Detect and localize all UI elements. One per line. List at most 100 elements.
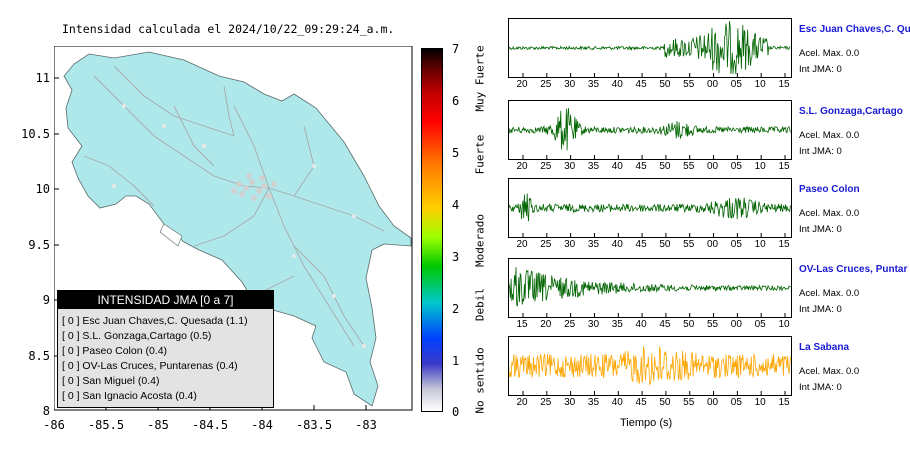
station-acel-max: Acel. Max. 0.0 [799,48,860,59]
lat-tick-9-5: 9.5 [28,238,50,252]
x-tick-label: 35 [587,397,600,408]
lat-tick-9: 9 [42,293,50,307]
x-tick-label: 50 [659,239,671,250]
x-tick-label: 05 [730,79,742,90]
x-tick-label: 35 [587,239,600,250]
legend-title: INTENSIDAD JMA [0 a 7] [58,291,273,309]
x-tick-label: 05 [754,319,766,330]
x-tick-label: 30 [564,397,576,408]
station-acel-max: Acel. Max. 0.0 [799,366,860,377]
x-tick-label: 55 [683,79,695,90]
station-name: La Sabana [799,342,850,353]
x-tick-label: 10 [754,79,766,90]
x-tick-label: 45 [635,161,647,172]
legend-row: [ 0 ] Esc Juan Chaves,C. Quesada (1.1) [62,315,248,327]
colorbar-cat-muy-fuerte: Muy Fuerte [473,45,487,112]
legend-row: [ 0 ] Paseo Colon (0.4) [62,345,168,357]
legend-row: [ 0 ] S.L. Gonzaga,Cartago (0.5) [62,330,212,342]
x-tick-label: 20 [516,397,528,408]
x-tick-label: 25 [564,319,576,330]
x-tick-label: 35 [587,161,600,172]
x-tick-label: 35 [587,79,600,90]
x-tick-label: 55 [706,319,719,330]
x-tick-label: 20 [540,319,552,330]
x-tick-label: 20 [516,161,528,172]
land-mass [63,51,412,407]
intensity-legend: INTENSIDAD JMA [0 a 7] [ 0 ] Esc Juan Ch… [57,290,274,408]
x-tick-label: 25 [540,397,552,408]
x-tick-label: 00 [706,397,719,408]
x-tick-label: 30 [564,79,576,90]
x-tick-label: 50 [683,319,695,330]
x-tick-label: 40 [611,397,623,408]
x-tick-label: 45 [659,319,671,330]
x-tick-label: 15 [778,161,790,172]
x-tick-label: 30 [564,239,576,250]
waveform-line [508,108,791,151]
x-tick-label: 15 [778,79,790,90]
lat-tick-8: 8 [42,404,50,418]
waveform-line [508,267,791,307]
x-tick-label: 05 [730,161,742,172]
colorbar-cat-no-sentido: No sentido [473,347,487,414]
lat-tick-10: 10 [35,182,50,196]
x-tick-label: 40 [611,239,623,250]
station-acel-max: Acel. Max. 0.0 [799,208,860,219]
colorbar-num-1: 1 [452,354,460,368]
station-name: S.L. Gonzaga,Cartago [799,106,903,117]
waveform [508,346,791,395]
x-tick-label: 15 [778,397,790,408]
x-tick-label: 50 [659,79,671,90]
x-tick-label: 20 [516,239,528,250]
seismic-trace-panel [508,18,792,78]
x-tick-label: 50 [659,161,671,172]
seismic-trace-panel [508,100,792,160]
legend-row: [ 0 ] San Ignacio Acosta (0.4) [62,390,197,402]
intensity-colorbar [421,48,443,412]
x-tick-label: 05 [730,239,742,250]
station-name: Paseo Colon [799,184,860,195]
x-tick-label: 25 [540,79,552,90]
x-tick-label: 40 [611,161,623,172]
map-title: Intensidad calculada el 2024/10/22_09:29… [62,22,395,36]
x-tick-label: 50 [659,397,671,408]
x-tick-label: 00 [730,319,742,330]
station-int-jma: Int JMA: 0 [799,64,842,75]
station-acel-max: Acel. Max. 0.0 [799,288,860,299]
station-int-jma: Int JMA: 0 [799,224,842,235]
legend-row: [ 0 ] San Miguel (0.4) [62,375,160,387]
lon-tick-84: -84 [251,418,273,432]
x-tick-label: 55 [683,397,695,408]
lat-tick-11: 11 [35,71,50,85]
lon-tick-83-5: -83.5 [295,418,333,432]
x-tick-label: 10 [754,239,766,250]
x-tick-label: 45 [635,79,647,90]
colorbar-cat-debil: Debil [473,287,487,322]
x-tick-label: 55 [683,161,695,172]
station-name: Esc Juan Chaves,C. Qu [799,24,910,35]
lon-tick-85-5: -85.5 [87,418,125,432]
colorbar-num-6: 6 [452,94,460,108]
station-name: OV-Las Cruces, Puntar [799,264,908,275]
x-tick-label: 20 [516,79,528,90]
x-tick-label: 25 [540,161,552,172]
x-tick-label: 55 [683,239,695,250]
x-tick-label: 45 [635,239,647,250]
waveform-line [508,21,791,75]
legend-body: [ 0 ] Esc Juan Chaves,C. Quesada (1.1) [… [58,309,273,407]
colorbar-num-7: 7 [452,42,460,56]
lon-tick-83: -83 [355,418,377,432]
x-tick-label: 05 [730,397,742,408]
waveform [508,267,791,317]
waveform [508,108,791,159]
seismic-trace-panel [508,258,792,318]
x-tick-label: 25 [540,239,552,250]
colorbar-num-3: 3 [452,250,460,264]
lon-tick-84-5: -84.5 [191,418,229,432]
waveform [508,21,791,77]
waveform-line [508,193,791,222]
x-tick-label: 00 [706,79,719,90]
station-int-jma: Int JMA: 0 [799,304,842,315]
seismic-trace-panel [508,336,792,396]
x-tick-label: 00 [706,239,719,250]
